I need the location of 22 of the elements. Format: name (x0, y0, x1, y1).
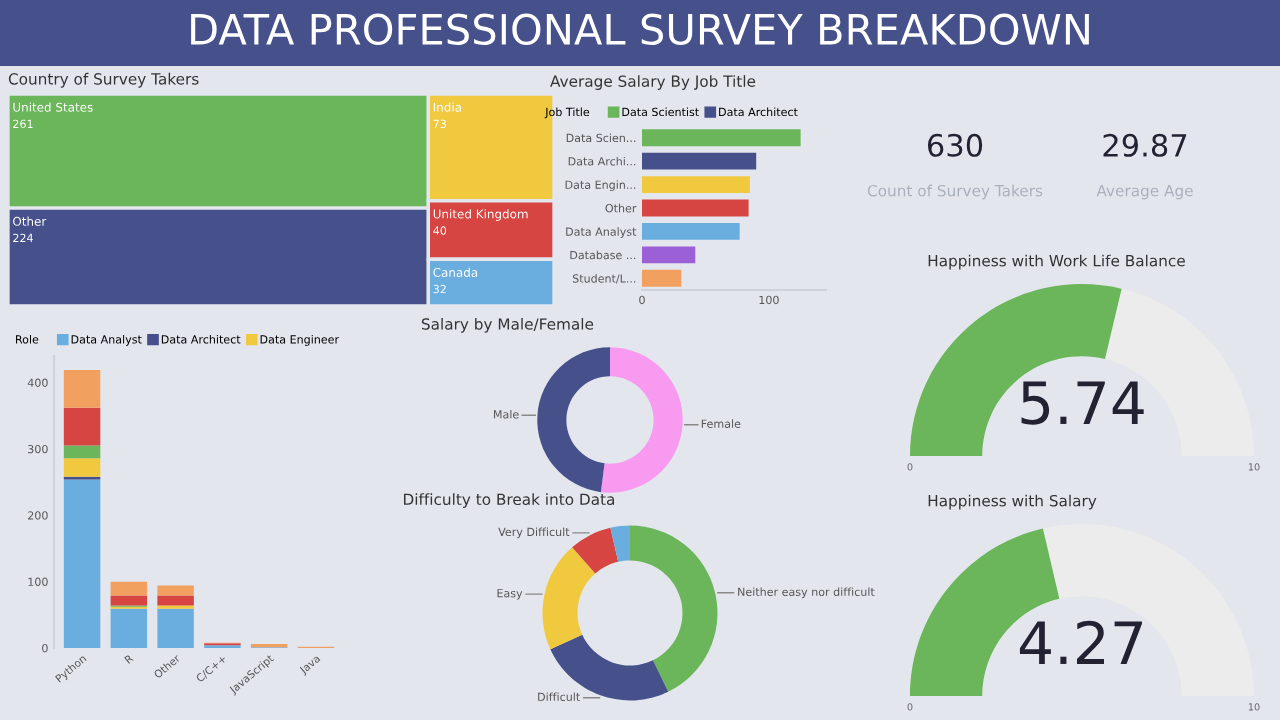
data-label: 29.87 (1103, 133, 1187, 157)
donut-slice (630, 525, 718, 692)
donut-slice (537, 347, 610, 493)
donut-slice (542, 547, 596, 650)
donut-slice (610, 525, 630, 562)
data-label: 630 (927, 133, 983, 157)
bar (63, 458, 101, 477)
bar (110, 581, 148, 596)
bar (157, 608, 194, 648)
donut-slice (572, 527, 619, 574)
data-label: 4.27 (1019, 620, 1142, 664)
bar (63, 407, 101, 446)
bar (110, 608, 148, 648)
bar (157, 595, 194, 606)
bar (157, 585, 194, 596)
bar (63, 479, 101, 648)
bar (110, 595, 148, 606)
data-label: 5.74 (1021, 381, 1144, 425)
donut-slice (600, 347, 683, 493)
bar (63, 445, 101, 459)
text: DATA PROFESSIONAL SURVEY BREAKDOWN (191, 13, 1089, 46)
bar (63, 369, 101, 408)
